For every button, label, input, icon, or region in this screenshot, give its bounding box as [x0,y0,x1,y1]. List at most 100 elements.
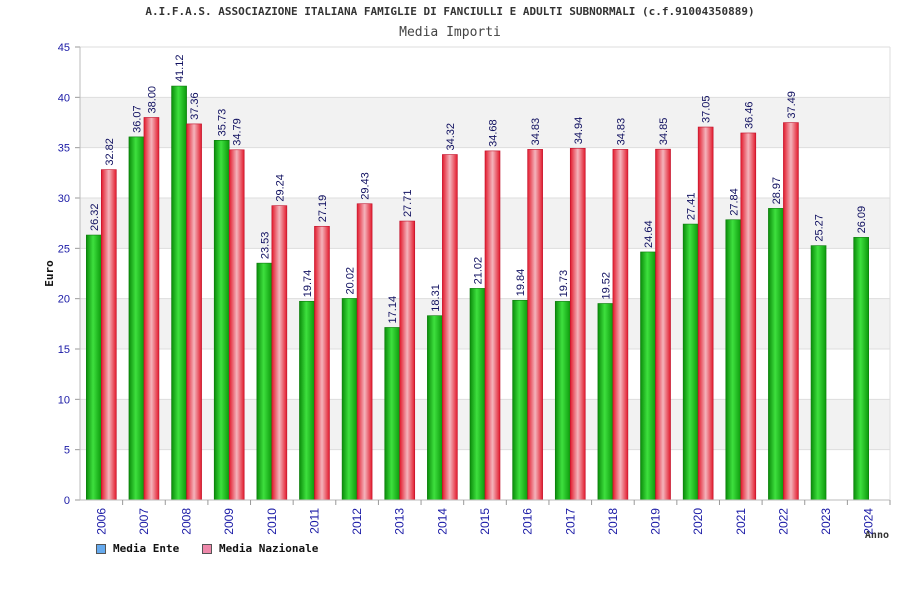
bar-media-ente [256,262,273,501]
data-label-media-ente: 19.84 [515,269,527,297]
data-label-media-ente: 19.74 [302,270,314,298]
x-tick-label: 2020 [691,508,705,535]
bar-media-nazionale [697,126,714,501]
data-label-media-nazionale: 34.68 [488,119,500,147]
bar-media-ente [725,219,742,501]
data-label-media-nazionale: 34.32 [445,123,457,151]
data-label-media-nazionale: 34.94 [573,117,585,145]
x-tick-label: 2016 [521,508,535,535]
y-tick-label: 15 [58,344,70,356]
x-tick-label: 2024 [862,508,876,535]
data-label-media-ente: 28.97 [771,177,783,205]
y-axis-title: Euro [43,260,56,287]
y-tick-label: 35 [58,143,70,155]
data-label-media-nazionale: 27.71 [402,190,414,218]
x-tick-label: 2007 [137,508,151,535]
bar-media-nazionale [484,150,501,501]
plot-band [80,47,890,98]
x-tick-label: 2011 [307,508,321,534]
bar-media-ente [299,300,315,501]
bar-media-ente [86,234,102,501]
bar-media-ente [427,315,443,501]
bar-media-ente [384,327,401,501]
bar-media-nazionale [783,122,799,501]
legend-swatch-media-nazionale [202,543,212,554]
x-tick-label: 2017 [563,508,577,535]
bar-media-nazionale [356,203,373,501]
data-label-media-ente: 36.07 [131,105,143,133]
bar-media-ente [128,136,145,501]
data-label-media-ente: 26.32 [89,204,101,232]
bar-media-nazionale [271,205,288,501]
data-label-media-nazionale: 38.00 [146,86,158,114]
data-label-media-ente: 18.31 [430,284,442,312]
bar-media-nazionale [399,220,416,501]
x-tick-label: 2018 [606,508,620,535]
y-tick-label: 0 [64,495,70,507]
data-label-media-nazionale: 32.82 [104,138,116,166]
x-tick-label: 2012 [350,508,364,535]
y-tick-label: 20 [58,294,70,306]
data-label-media-nazionale: 36.46 [743,101,755,129]
data-label-media-ente: 27.84 [728,188,740,216]
x-tick-label: 2015 [478,508,492,535]
data-label-media-ente: 25.27 [814,214,826,242]
bar-media-nazionale [314,225,330,501]
bar-media-ente [640,251,656,501]
x-tick-label: 2021 [734,508,748,535]
x-axis-title: Anno [865,530,889,541]
x-tick-label: 2009 [222,508,236,535]
data-label-media-ente: 27.41 [686,193,698,221]
x-tick-label: 2022 [776,508,790,535]
y-tick-label: 40 [58,92,70,104]
bar-media-ente [597,303,614,501]
data-label-media-ente: 19.73 [558,270,570,298]
y-tick-label: 25 [58,243,70,255]
bar-media-nazionale [527,149,543,501]
bar-media-ente [554,301,571,501]
legend-label-media-ente: Media Ente [113,542,180,555]
bar-media-nazionale [655,148,671,501]
bar-media-nazionale [143,117,160,501]
legend-swatch-media-ente [96,543,106,554]
bar-media-nazionale [612,149,629,501]
data-label-media-nazionale: 37.05 [701,95,713,123]
y-tick-label: 10 [58,394,70,406]
data-label-media-nazionale: 29.24 [274,174,286,202]
data-label-media-nazionale: 37.49 [786,91,798,119]
data-label-media-nazionale: 27.19 [317,195,329,223]
data-label-media-nazionale: 34.83 [530,118,542,146]
data-label-media-ente: 19.52 [600,272,612,300]
y-tick-label: 30 [58,193,70,205]
bar-media-ente [768,208,784,501]
legend-item-media-nazionale: Media Nazionale [202,542,318,555]
legend-label-media-nazionale: Media Nazionale [219,542,319,555]
bar-media-ente [213,140,230,501]
bar-media-nazionale [569,147,586,501]
bar-media-ente [341,298,358,501]
bar-media-nazionale [740,132,757,501]
data-label-media-ente: 17.14 [387,296,399,324]
data-label-media-ente: 20.02 [345,267,357,295]
chart-subtitle: Media Importi [399,25,501,40]
x-tick-label: 2006 [94,508,108,535]
y-tick-label: 5 [64,445,70,457]
data-label-media-ente: 21.02 [473,257,485,285]
data-label-media-nazionale: 34.85 [658,118,670,146]
bar-media-ente [469,288,486,501]
x-tick-label: 2008 [180,508,194,535]
x-tick-label: 2013 [393,508,407,535]
data-label-media-nazionale: 34.79 [232,118,244,146]
chart-title: A.I.F.A.S. ASSOCIAZIONE ITALIANA FAMIGLI… [145,5,755,18]
x-tick-label: 2010 [265,508,279,535]
bar-media-nazionale [101,169,117,501]
x-tick-label: 2014 [435,508,449,535]
data-label-media-nazionale: 34.83 [615,118,627,146]
x-tick-label: 2019 [649,508,663,535]
data-label-media-ente: 23.53 [259,232,271,260]
bar-media-ente [810,245,827,501]
data-label-media-ente: 26.09 [856,206,868,234]
bar-media-ente [512,299,528,501]
data-label-media-ente: 35.73 [217,109,229,137]
